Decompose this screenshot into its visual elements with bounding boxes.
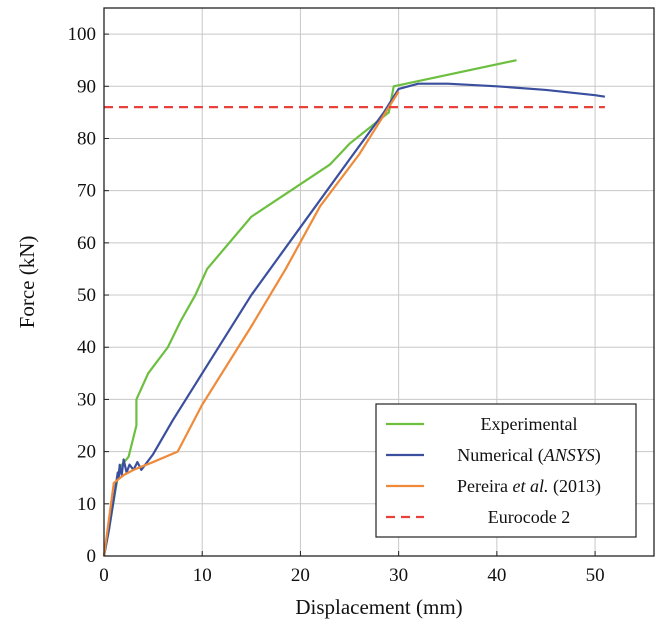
y-tick-label: 30 — [77, 389, 96, 410]
legend-label: Numerical (ANSYS) — [457, 445, 600, 466]
plot-frame — [103, 7, 655, 557]
x-tick-label: 40 — [487, 565, 506, 586]
y-tick-label: 10 — [77, 494, 96, 515]
x-tick-label: 50 — [586, 565, 605, 586]
legend-label: Eurocode 2 — [488, 507, 570, 527]
x-tick-label: 20 — [291, 565, 310, 586]
y-tick-label: 0 — [87, 546, 97, 567]
legend-label: Experimental — [481, 414, 578, 434]
y-tick-label: 40 — [77, 337, 96, 358]
y-tick-label: 80 — [77, 128, 96, 149]
ticks: 0 10 20 30 40 50 0 10 20 30 40 50 60 70 80 90 100 — [68, 24, 605, 586]
legend: Experimental Numerical (ANSYS) Pereira et … — [375, 403, 637, 538]
legend-box — [375, 403, 637, 538]
series-layer — [102, 59, 606, 557]
y-tick-label: 60 — [77, 233, 96, 254]
y-tick-label: 20 — [77, 442, 96, 463]
legend-label: Pereira et al. (2013) — [457, 476, 601, 497]
x-tick-label: 0 — [99, 565, 109, 586]
x-tick-label: 30 — [389, 565, 408, 586]
y-tick-label: 100 — [68, 24, 97, 45]
y-tick-label: 70 — [77, 181, 96, 202]
y-axis-title: Force (kN) — [15, 236, 39, 329]
series-line-numerical-ansys — [102, 82, 606, 557]
y-tick-label: 90 — [77, 76, 96, 97]
x-axis-title: Displacement (mm) — [295, 595, 462, 619]
series-line-pereira-et-al-2013 — [102, 90, 400, 557]
y-tick-label: 50 — [77, 285, 96, 306]
x-tick-label: 10 — [193, 565, 212, 586]
